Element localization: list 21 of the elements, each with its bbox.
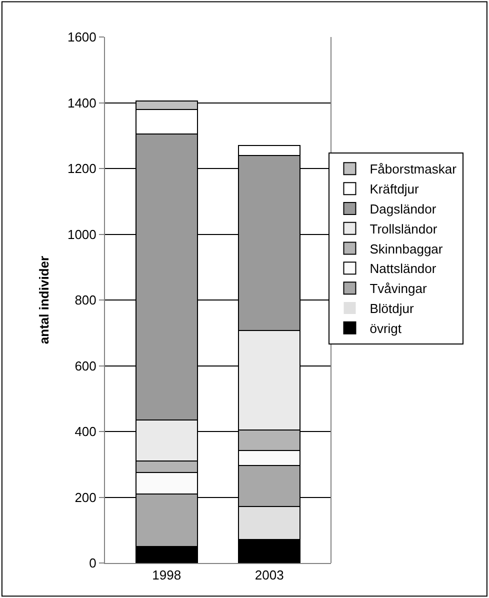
y-tick-label: 1200 xyxy=(67,161,96,176)
y-axis-title: antal individer xyxy=(36,256,52,344)
y-tick-label: 1000 xyxy=(67,226,96,242)
y-tick-label: 0 xyxy=(89,556,96,571)
y-tick-label: 1400 xyxy=(67,95,96,110)
legend-label: Dagsländor xyxy=(370,202,437,217)
legend-label: Fåborstmaskar xyxy=(370,162,458,177)
legend-label: Nattsländor xyxy=(370,261,437,276)
y-tick-label: 400 xyxy=(74,424,96,440)
legend-label: Trollsländor xyxy=(370,221,438,236)
x-tick-label: 1998 xyxy=(152,568,182,583)
y-tick-label: 1600 xyxy=(67,30,96,45)
legend-label: Tvåvingar xyxy=(370,281,428,296)
y-tick-label: 200 xyxy=(74,490,96,505)
y-tick-label: 800 xyxy=(74,292,96,308)
legend-label: Skinnbaggar xyxy=(370,241,444,256)
legend-label: Blötdjur xyxy=(370,301,414,316)
x-tick-label: 2003 xyxy=(254,568,284,583)
legend-label: övrigt xyxy=(370,320,402,336)
y-tick-label: 600 xyxy=(74,358,96,374)
legend-label: Kräftdjur xyxy=(370,182,420,197)
